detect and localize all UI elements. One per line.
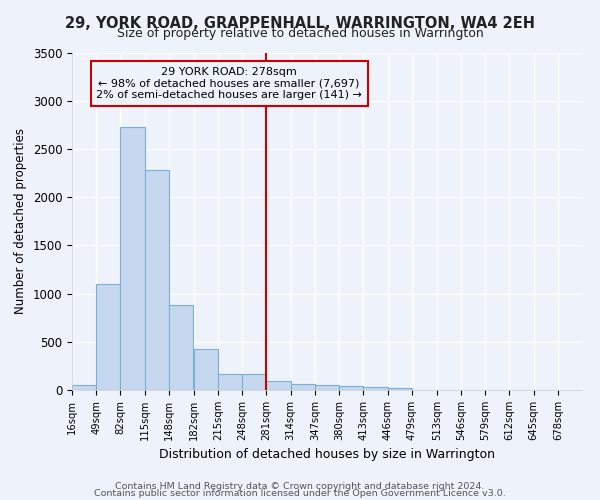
Bar (96, 284, 121, 390)
Y-axis label: Number of detached properties: Number of detached properties (14, 128, 27, 314)
Bar (218, 374, 242, 390)
Text: Contains HM Land Registry data © Crown copyright and database right 2024.: Contains HM Land Registry data © Crown c… (115, 482, 485, 491)
Text: 29, YORK ROAD, GRAPPENHALL, WARRINGTON, WA4 2EH: 29, YORK ROAD, GRAPPENHALL, WARRINGTON, … (65, 16, 535, 31)
Bar (121, 126, 145, 390)
Bar (388, 388, 412, 390)
Text: Contains public sector information licensed under the Open Government Licence v3: Contains public sector information licen… (94, 489, 506, 498)
Bar (145, 170, 169, 390)
Bar (242, 374, 266, 390)
Text: Size of property relative to detached houses in Warrington: Size of property relative to detached ho… (116, 28, 484, 40)
Bar (194, 348, 218, 390)
Bar (315, 385, 339, 390)
Bar (339, 386, 364, 390)
Bar (266, 382, 290, 390)
Bar (72, 385, 96, 390)
Text: 29 YORK ROAD: 278sqm
← 98% of detached houses are smaller (7,697)
2% of semi-det: 29 YORK ROAD: 278sqm ← 98% of detached h… (96, 67, 362, 100)
Bar (169, 305, 193, 390)
X-axis label: Distribution of detached houses by size in Warrington: Distribution of detached houses by size … (159, 448, 495, 462)
Bar (364, 387, 388, 390)
Bar (290, 384, 315, 390)
